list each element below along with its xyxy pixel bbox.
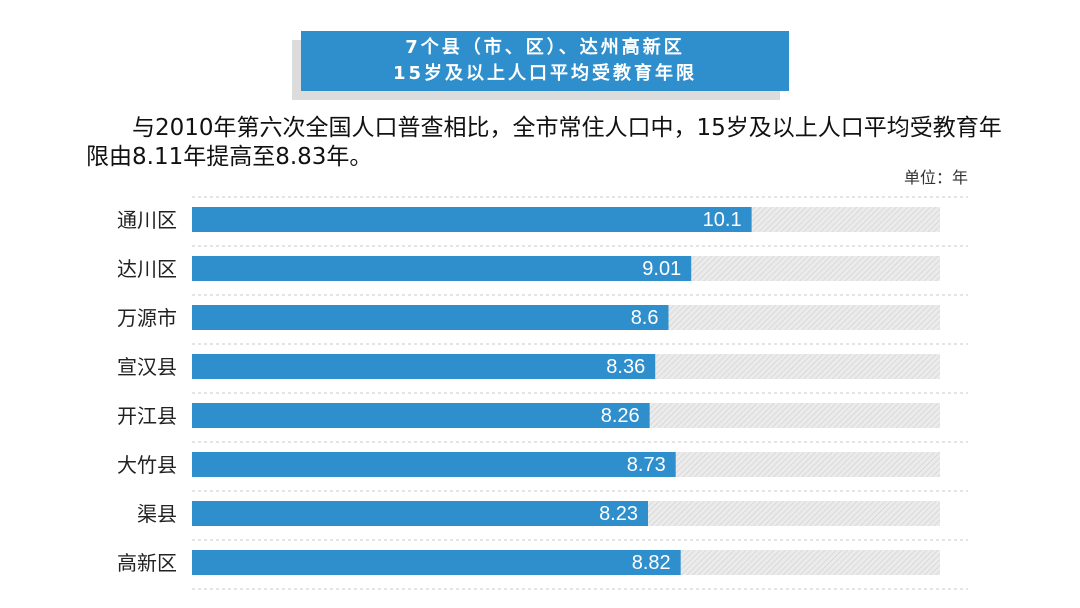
- category-label: 渠县: [137, 502, 177, 526]
- bar-value-label: 8.6: [631, 307, 659, 329]
- category-label: 大竹县: [117, 453, 177, 477]
- bar-value-label: 8.73: [627, 454, 666, 476]
- bar: [192, 305, 669, 330]
- unit-label: 单位：年: [903, 168, 968, 187]
- bar-value-label: 8.26: [601, 405, 640, 427]
- category-label: 达川区: [117, 257, 177, 281]
- bar: [192, 550, 681, 575]
- title-line-1: 7个县（市、区）、达州高新区: [405, 37, 685, 58]
- bar: [192, 403, 650, 428]
- bar-value-label: 8.36: [606, 356, 645, 378]
- bar: [192, 256, 692, 281]
- title-line-2: 15岁及以上人口平均受教育年限: [392, 63, 698, 84]
- bar: [192, 354, 656, 379]
- bar-value-label: 8.82: [632, 552, 671, 574]
- bar: [192, 207, 752, 232]
- bar: [192, 452, 676, 477]
- bar: [192, 501, 649, 526]
- bar-value-label: 10.1: [703, 209, 742, 231]
- category-label: 万源市: [117, 306, 177, 330]
- category-label: 通川区: [117, 208, 177, 232]
- category-label: 开江县: [117, 404, 177, 428]
- bar-value-label: 9.01: [642, 258, 681, 280]
- bar-value-label: 8.23: [599, 503, 638, 525]
- intro-text: 与2010年第六次全国人口普查相比，全市常住人口中，15岁及以上人口平均受教育年…: [86, 115, 1002, 170]
- category-label: 高新区: [117, 551, 177, 575]
- chart-title-box: 7个县（市、区）、达州高新区 15岁及以上人口平均受教育年限: [301, 31, 789, 91]
- category-label: 宣汉县: [117, 355, 177, 379]
